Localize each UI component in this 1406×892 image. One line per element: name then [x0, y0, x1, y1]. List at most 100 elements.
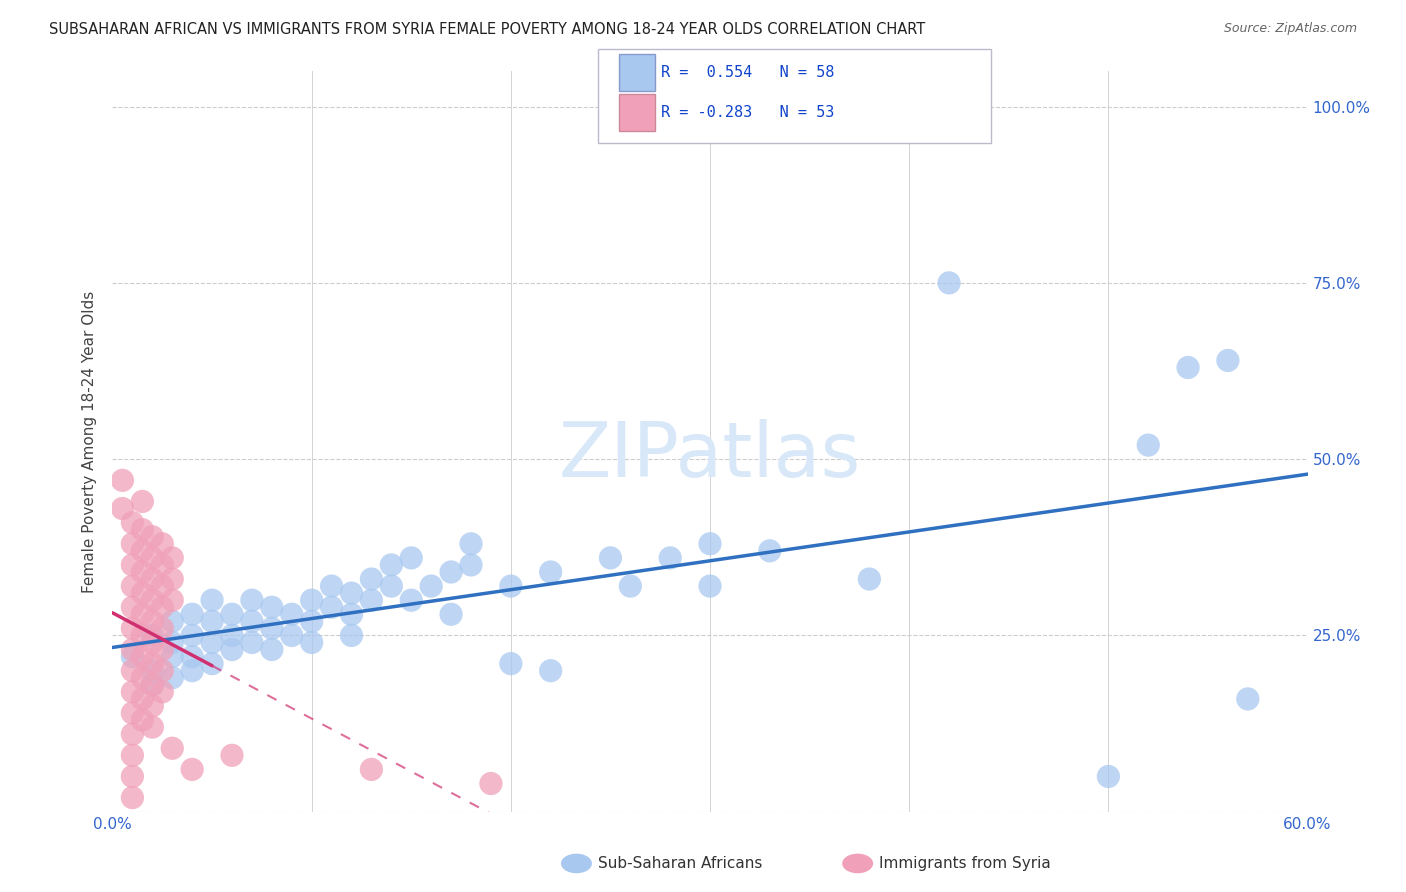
Point — [141, 593, 163, 607]
Point — [131, 649, 153, 664]
Point — [221, 748, 243, 763]
Point — [162, 671, 183, 685]
Point — [131, 544, 153, 558]
Point — [1216, 353, 1239, 368]
Point — [1137, 438, 1160, 452]
Point — [141, 530, 163, 544]
Point — [201, 615, 224, 629]
Point — [301, 593, 323, 607]
Point — [301, 615, 323, 629]
Point — [858, 572, 880, 586]
Point — [401, 593, 423, 607]
Text: Source: ZipAtlas.com: Source: ZipAtlas.com — [1223, 22, 1357, 36]
Point — [131, 494, 153, 508]
Text: ZIPatlas: ZIPatlas — [558, 419, 862, 493]
Text: R =  0.554   N = 58: R = 0.554 N = 58 — [661, 65, 834, 79]
Point — [619, 579, 641, 593]
Point — [340, 628, 363, 642]
Point — [150, 685, 173, 699]
Point — [938, 276, 960, 290]
Point — [460, 558, 482, 572]
Point — [240, 635, 263, 649]
Point — [181, 628, 204, 642]
Text: R = -0.283   N = 53: R = -0.283 N = 53 — [661, 105, 834, 120]
Point — [321, 579, 343, 593]
Point — [121, 649, 143, 664]
Point — [540, 565, 562, 579]
Text: Immigrants from Syria: Immigrants from Syria — [879, 856, 1050, 871]
Point — [131, 523, 153, 537]
Point — [121, 516, 143, 530]
Point — [260, 642, 283, 657]
Point — [340, 586, 363, 600]
Point — [162, 550, 183, 565]
Point — [460, 537, 482, 551]
Point — [499, 579, 522, 593]
Point — [131, 628, 153, 642]
Point — [121, 664, 143, 678]
Point — [150, 600, 173, 615]
Point — [141, 678, 163, 692]
Point — [121, 621, 143, 635]
Point — [121, 706, 143, 720]
Point — [201, 593, 224, 607]
Point — [141, 628, 163, 642]
Point — [141, 698, 163, 713]
Point — [540, 664, 562, 678]
Point — [162, 615, 183, 629]
Point — [121, 685, 143, 699]
Point — [121, 790, 143, 805]
Point — [111, 501, 134, 516]
Point — [131, 671, 153, 685]
Point — [141, 635, 163, 649]
Point — [121, 748, 143, 763]
Y-axis label: Female Poverty Among 18-24 Year Olds: Female Poverty Among 18-24 Year Olds — [82, 291, 97, 592]
Point — [1097, 769, 1119, 783]
Point — [141, 657, 163, 671]
Point — [260, 621, 283, 635]
Text: SUBSAHARAN AFRICAN VS IMMIGRANTS FROM SYRIA FEMALE POVERTY AMONG 18-24 YEAR OLDS: SUBSAHARAN AFRICAN VS IMMIGRANTS FROM SY… — [49, 22, 925, 37]
Point — [759, 544, 782, 558]
Point — [201, 657, 224, 671]
Point — [131, 565, 153, 579]
Point — [150, 664, 173, 678]
Point — [131, 586, 153, 600]
Point — [181, 664, 204, 678]
Point — [201, 635, 224, 649]
Point — [111, 473, 134, 487]
Point — [181, 607, 204, 622]
Point — [380, 579, 402, 593]
Point — [150, 642, 173, 657]
Point — [181, 649, 204, 664]
Point — [340, 607, 363, 622]
Point — [281, 628, 304, 642]
Point — [440, 565, 463, 579]
Point — [240, 615, 263, 629]
Point — [141, 678, 163, 692]
Point — [141, 720, 163, 734]
Point — [360, 593, 382, 607]
Point — [221, 607, 243, 622]
Point — [659, 550, 682, 565]
Point — [150, 558, 173, 572]
Point — [321, 600, 343, 615]
Point — [479, 776, 502, 790]
Point — [360, 763, 382, 777]
Point — [240, 593, 263, 607]
Point — [181, 763, 204, 777]
Point — [380, 558, 402, 572]
Point — [141, 664, 163, 678]
Point — [162, 572, 183, 586]
Point — [699, 579, 721, 593]
Point — [162, 649, 183, 664]
Point — [401, 550, 423, 565]
Point — [699, 537, 721, 551]
Point — [301, 635, 323, 649]
Point — [260, 600, 283, 615]
Point — [121, 727, 143, 741]
Point — [281, 607, 304, 622]
Point — [1177, 360, 1199, 375]
Point — [221, 642, 243, 657]
Point — [360, 572, 382, 586]
Point — [131, 692, 153, 706]
